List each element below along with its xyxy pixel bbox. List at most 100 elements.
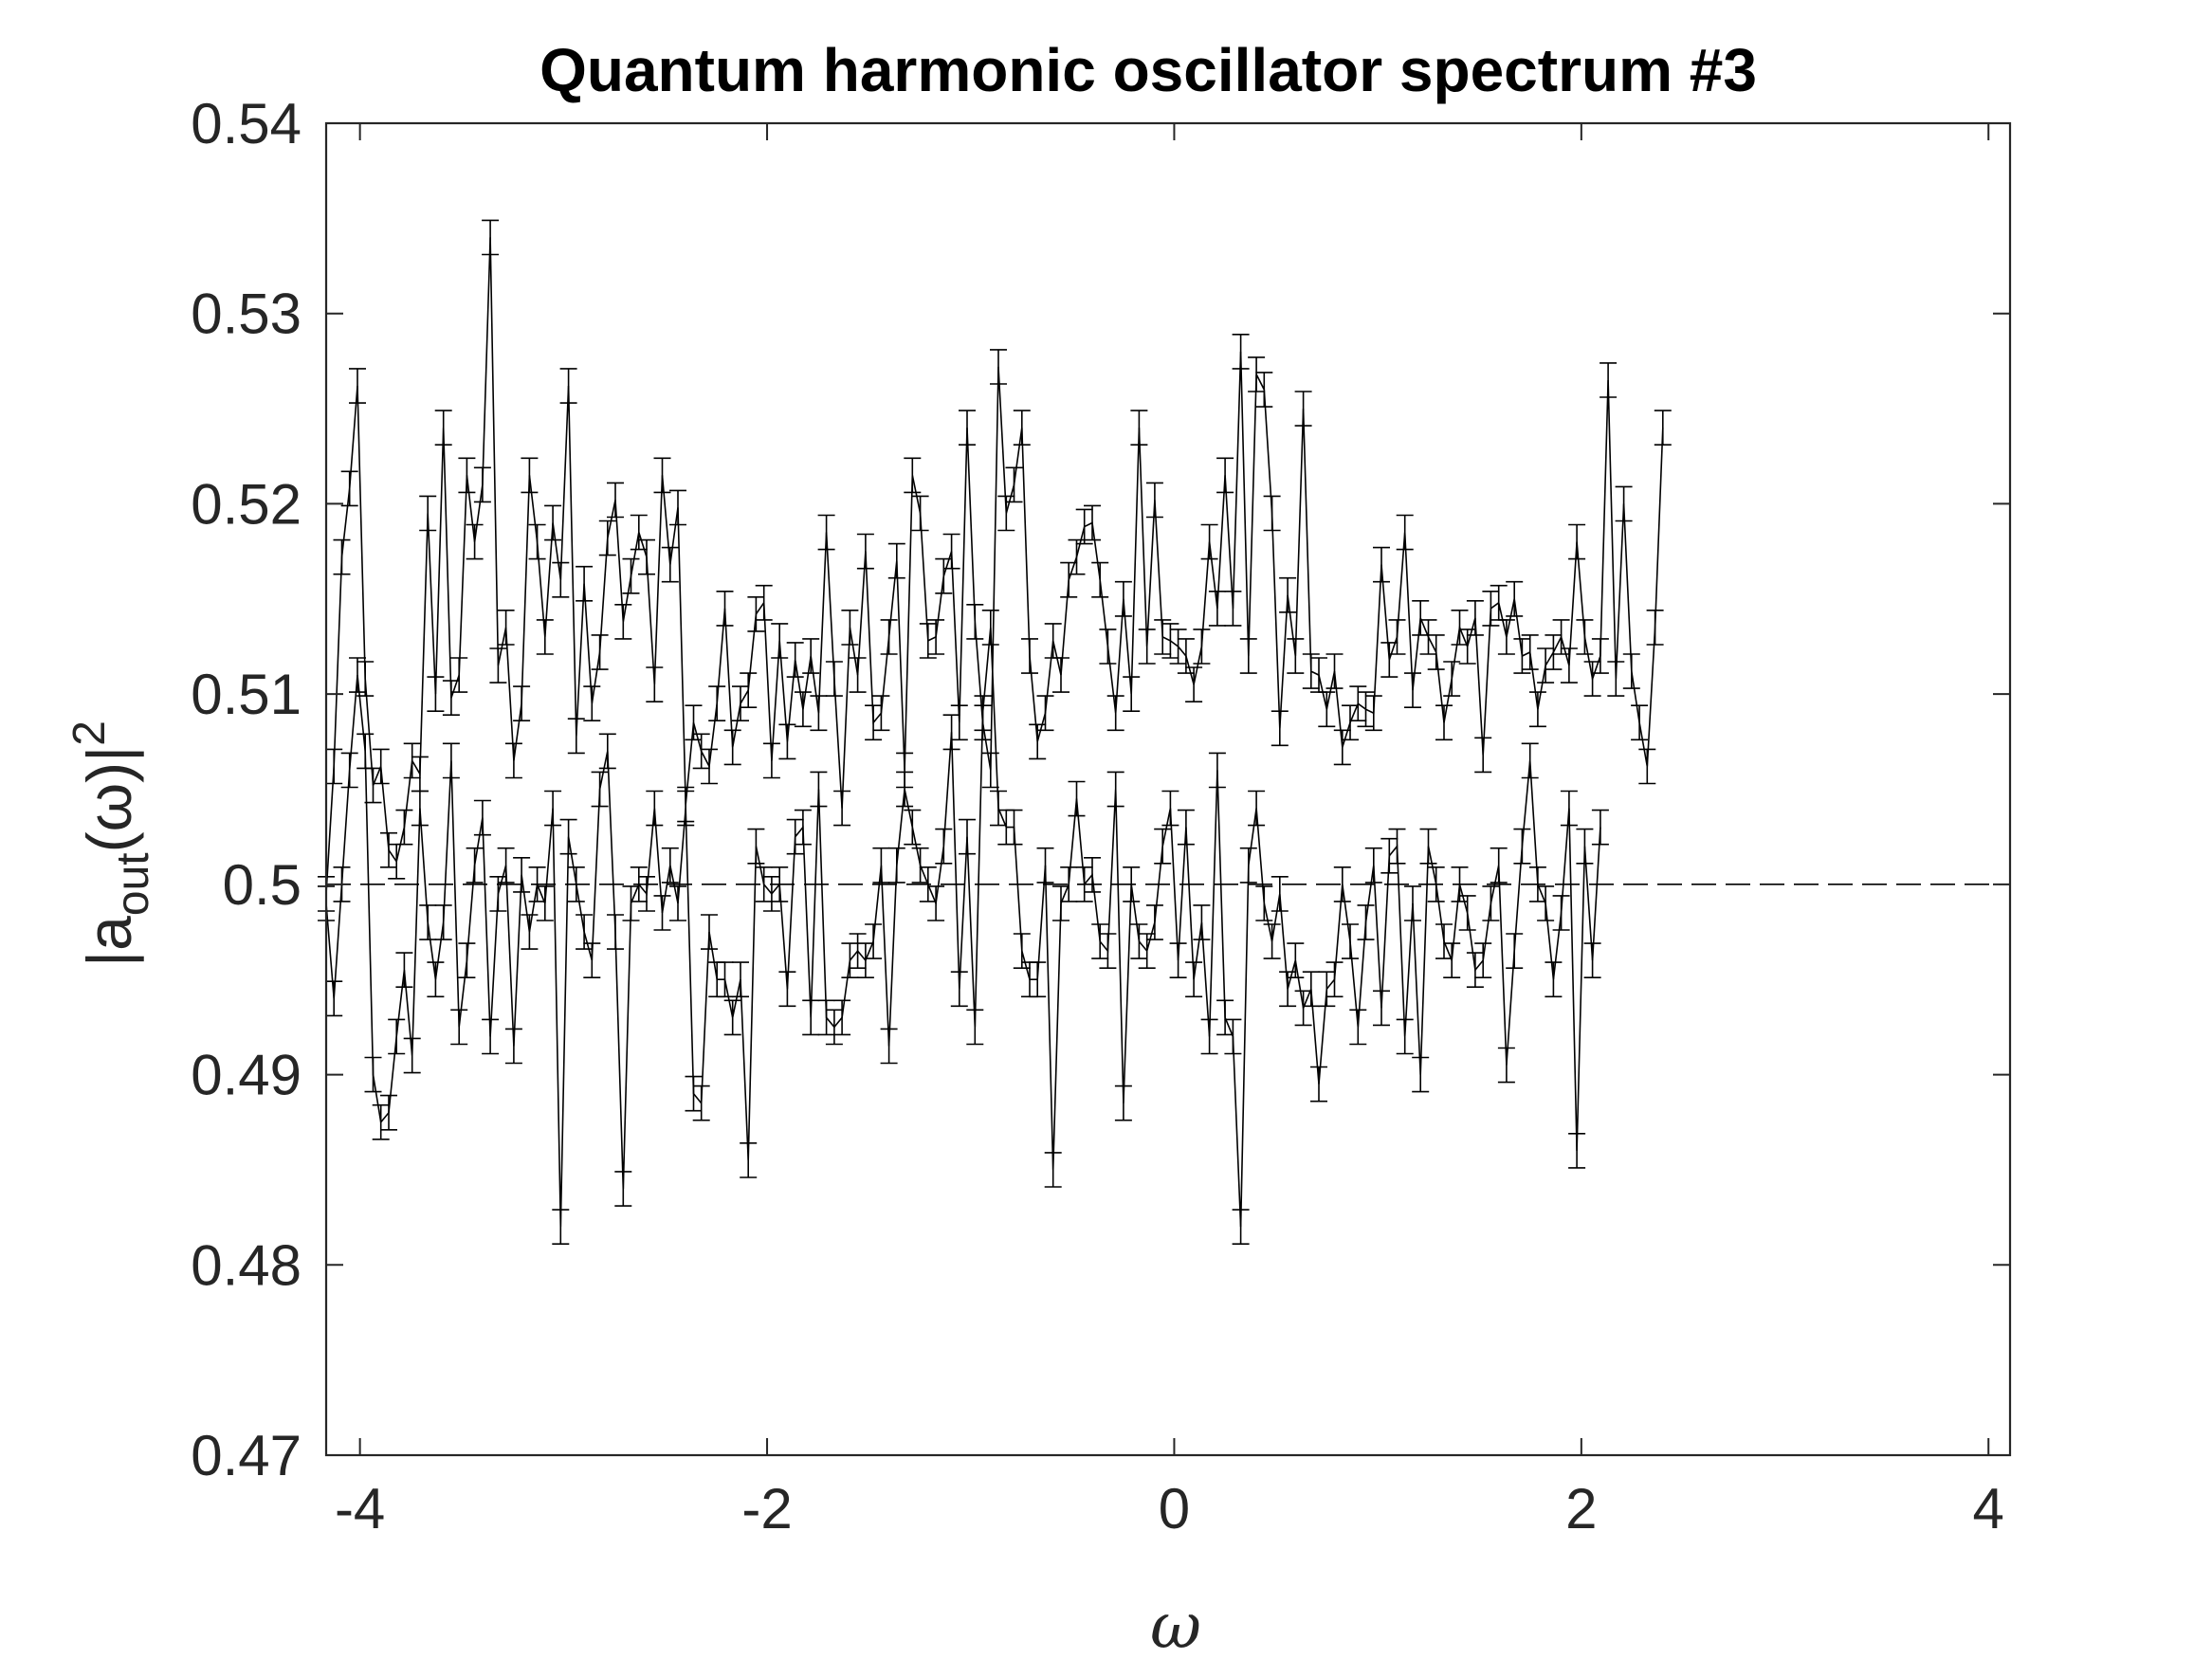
error-bar (723, 729, 741, 766)
error-bar (1545, 961, 1563, 998)
error-bar (1169, 629, 1187, 665)
error-bar (959, 818, 976, 855)
error-bar (1443, 661, 1461, 697)
error-bar (1545, 634, 1563, 670)
plot-frame (324, 121, 2012, 1457)
error-bar (1106, 771, 1124, 808)
error-bar (1521, 634, 1539, 670)
error-bar (482, 219, 500, 256)
error-bar (1357, 691, 1375, 728)
x-tick-label: 2 (1565, 1477, 1597, 1540)
x-tick-label: 4 (1973, 1477, 2004, 1540)
error-bar (1294, 391, 1312, 427)
error-bar (1248, 790, 1266, 827)
error-bar (521, 914, 539, 950)
error-bar (1506, 580, 1524, 617)
error-bar (1333, 866, 1351, 902)
error-bar (528, 866, 546, 902)
error-bar (1607, 661, 1625, 697)
error-bar (1161, 790, 1179, 827)
x-axis-label: ω (1150, 1590, 1201, 1659)
error-bar (927, 885, 945, 921)
error-bar (1154, 828, 1172, 865)
error-bar (701, 914, 718, 950)
error-bar (630, 866, 648, 902)
error-bar (1318, 971, 1336, 1008)
error-bar (333, 538, 351, 575)
error-bar (919, 623, 937, 659)
error-bar (981, 610, 999, 646)
error-bar (762, 876, 780, 912)
error-bar (536, 619, 554, 655)
error-bar (1145, 904, 1163, 940)
error-bar (513, 685, 531, 721)
error-bar (1232, 334, 1250, 370)
error-bar (598, 733, 616, 770)
error-bar (1145, 482, 1163, 519)
error-bar (403, 742, 421, 779)
error-bar (1427, 634, 1445, 670)
error-bar (638, 538, 655, 575)
error-bar (810, 695, 828, 732)
error-bar (1052, 657, 1069, 693)
y-tick-label: 0.48 (191, 1233, 302, 1297)
error-bar (911, 495, 929, 532)
error-bar (716, 591, 734, 627)
error-bar (1325, 961, 1344, 998)
y-tick-label: 0.54 (191, 92, 302, 155)
error-bar (1560, 647, 1578, 684)
error-bar (1084, 504, 1101, 541)
error-bar (349, 657, 366, 693)
error-bar (1114, 580, 1132, 617)
error-bar (911, 847, 929, 884)
error-bar (340, 752, 358, 789)
error-bar (458, 942, 476, 978)
error-bar (669, 885, 686, 921)
error-bar (434, 410, 452, 446)
error-bar (380, 831, 397, 868)
error-bar (1576, 619, 1594, 655)
x-tick-label: -2 (741, 1477, 792, 1540)
error-bar (497, 610, 515, 646)
error-bar (1325, 653, 1344, 689)
error-bar (1177, 809, 1195, 846)
error-bar (638, 876, 655, 912)
error-bar (1435, 704, 1453, 741)
error-bar (1114, 1085, 1132, 1121)
error-bar (1013, 410, 1031, 446)
y-tick-label: 0.52 (191, 472, 302, 536)
error-bar (990, 349, 1007, 385)
error-bar (802, 638, 820, 674)
error-bar (388, 1018, 406, 1055)
error-bar (559, 818, 577, 855)
y-label-subscript: out (108, 852, 158, 916)
error-bar (1600, 362, 1618, 398)
error-bar (1388, 828, 1406, 865)
error-bar (723, 999, 741, 1036)
x-tick-label: -4 (335, 1477, 385, 1540)
error-bar (677, 790, 695, 827)
error-bar (1380, 642, 1398, 678)
error-bar (1279, 576, 1297, 613)
error-bar (1497, 1047, 1515, 1084)
error-bar (630, 514, 648, 551)
error-bar (427, 961, 445, 998)
y-tick-label: 0.51 (191, 663, 302, 726)
error-bar (1466, 600, 1484, 636)
error-bar (544, 790, 562, 827)
error-bar (1294, 990, 1312, 1027)
error-bar (1263, 495, 1281, 532)
error-bar (1615, 485, 1633, 522)
error-bar (974, 695, 992, 732)
error-bar (1185, 666, 1203, 702)
error-bar (567, 718, 585, 755)
error-bar (1005, 466, 1023, 503)
error-bar (458, 457, 476, 494)
error-bar (1130, 410, 1148, 446)
error-bar (1364, 695, 1382, 732)
error-bar (1084, 857, 1101, 893)
error-bar (411, 756, 429, 793)
error-bar (364, 1056, 382, 1093)
error-bar (583, 942, 601, 978)
error-bar (1060, 866, 1078, 902)
